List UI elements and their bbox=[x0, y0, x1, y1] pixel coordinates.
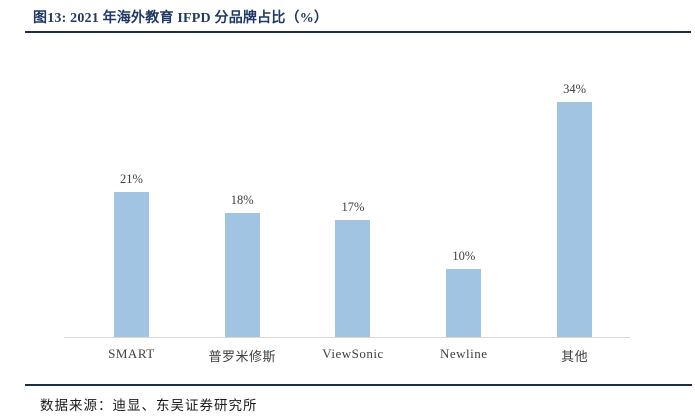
x-axis-line bbox=[64, 337, 630, 338]
bar bbox=[113, 192, 149, 338]
title-divider-line bbox=[25, 31, 691, 33]
bar-value-label: 17% bbox=[341, 199, 365, 214]
category-label: 其他 bbox=[561, 349, 589, 364]
footer-divider-line bbox=[25, 384, 692, 386]
bar bbox=[224, 212, 260, 338]
bar-column: 18% bbox=[187, 193, 298, 338]
bar bbox=[446, 268, 482, 338]
category-label: 普罗米修斯 bbox=[208, 349, 276, 364]
bar-column: 17% bbox=[298, 200, 409, 338]
data-source-note: 数据来源：迪显、东吴证券研究所 bbox=[40, 398, 258, 413]
category-label: ViewSonic bbox=[322, 346, 384, 361]
category-label: Newline bbox=[440, 346, 488, 361]
bar-chart: 21% 18% 17% 10% 34% bbox=[76, 78, 630, 338]
bar bbox=[335, 219, 371, 338]
bar-column: 21% bbox=[76, 172, 187, 338]
bar-value-label: 21% bbox=[119, 172, 143, 187]
bar bbox=[557, 101, 593, 338]
bar-column: 34% bbox=[519, 82, 630, 338]
category-labels-row: SMART 普罗米修斯 ViewSonic Newline 其他 bbox=[76, 346, 630, 365]
bar-value-label: 10% bbox=[452, 248, 476, 263]
figure-title: 图13: 2021 年海外教育 IFPD 分品牌占比（%） bbox=[33, 11, 329, 26]
bar-value-label: 34% bbox=[563, 81, 587, 96]
bar-value-label: 18% bbox=[230, 192, 254, 207]
bar-column: 10% bbox=[408, 248, 519, 338]
category-label: SMART bbox=[108, 346, 155, 361]
